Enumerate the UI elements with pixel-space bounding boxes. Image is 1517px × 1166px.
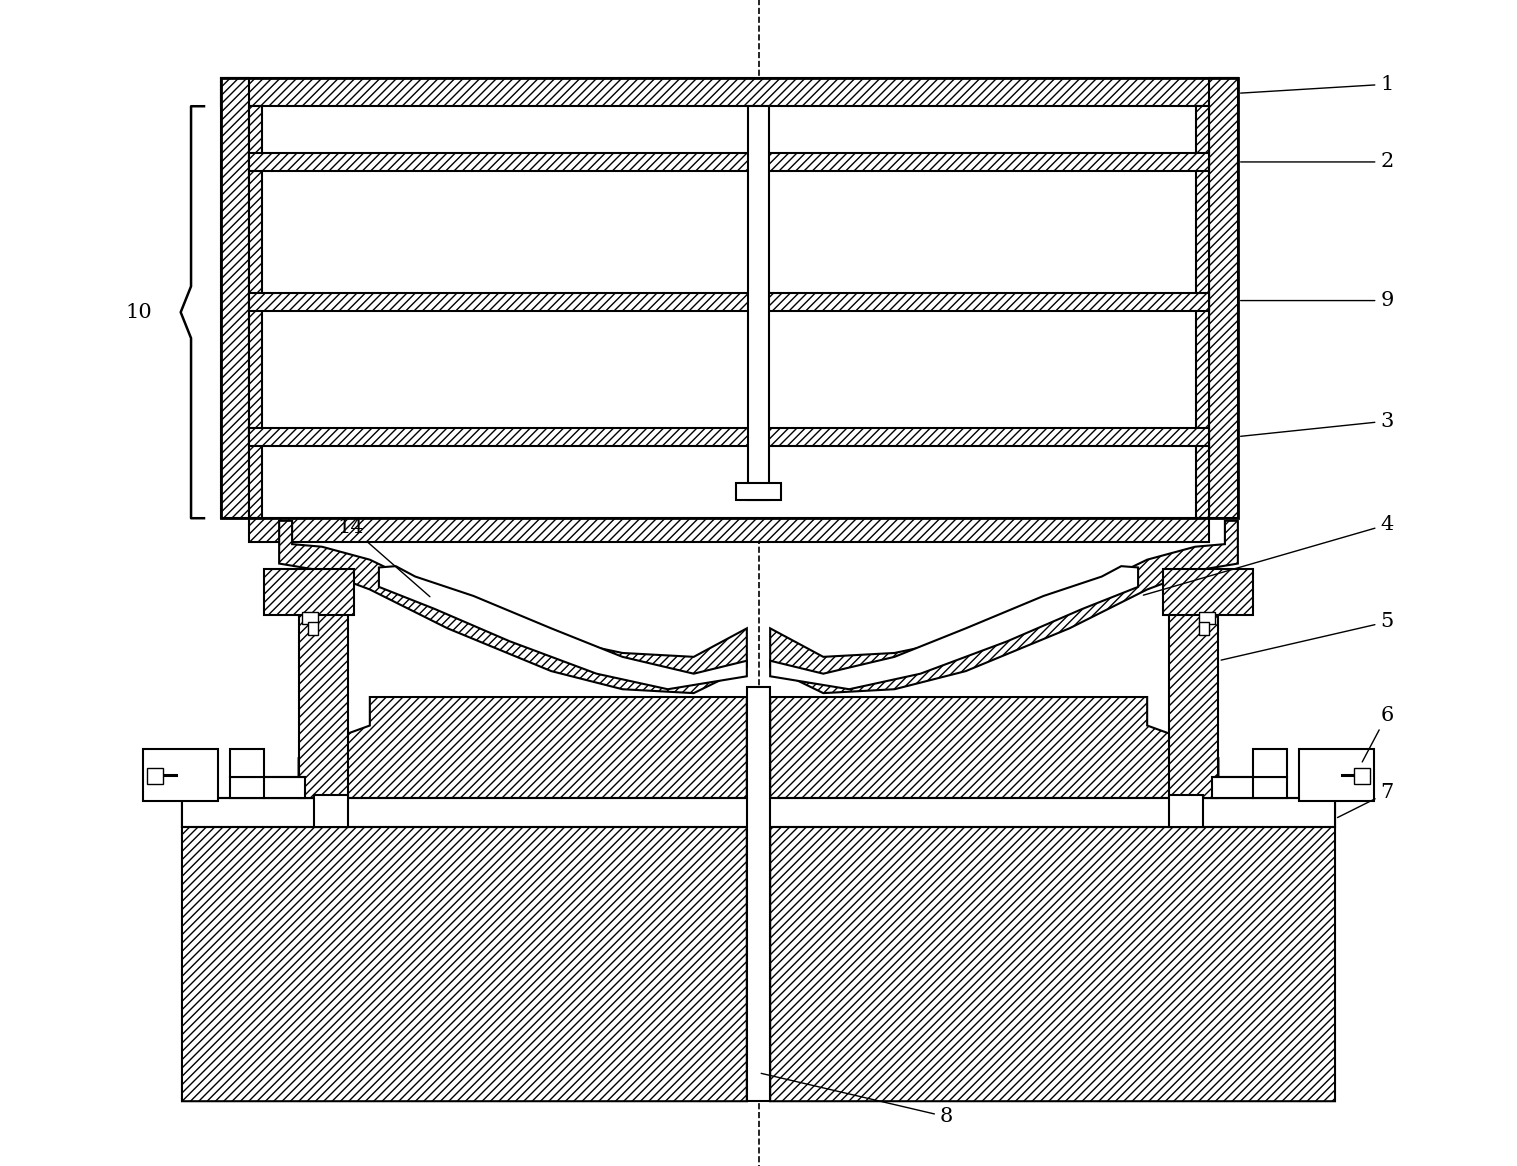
Text: 5: 5 bbox=[1221, 612, 1394, 660]
Bar bbox=[231, 749, 264, 778]
Polygon shape bbox=[771, 521, 1238, 693]
Bar bbox=[147, 768, 162, 784]
Bar bbox=[299, 606, 347, 798]
Polygon shape bbox=[771, 567, 1138, 689]
Bar bbox=[736, 483, 781, 500]
Bar bbox=[1170, 795, 1203, 827]
Bar bbox=[221, 78, 1238, 518]
Polygon shape bbox=[182, 697, 746, 1101]
Bar bbox=[249, 106, 262, 518]
Bar bbox=[1162, 569, 1253, 616]
Bar bbox=[1198, 611, 1215, 625]
Polygon shape bbox=[379, 567, 746, 689]
Text: 6: 6 bbox=[1362, 705, 1394, 761]
Bar bbox=[231, 778, 305, 798]
Text: 7: 7 bbox=[1338, 784, 1394, 817]
Bar bbox=[1209, 78, 1238, 518]
Bar bbox=[249, 293, 1209, 311]
Text: 8: 8 bbox=[762, 1074, 953, 1126]
Bar bbox=[314, 795, 347, 827]
Bar bbox=[1197, 106, 1209, 518]
Text: 9: 9 bbox=[1241, 292, 1394, 310]
Bar bbox=[302, 611, 319, 625]
Polygon shape bbox=[771, 697, 1335, 1101]
Bar bbox=[249, 153, 1209, 171]
Text: 10: 10 bbox=[126, 303, 153, 322]
Bar bbox=[1253, 749, 1286, 778]
Bar bbox=[308, 621, 319, 634]
Bar bbox=[262, 106, 1197, 518]
Bar bbox=[221, 78, 249, 518]
Text: 4: 4 bbox=[1144, 515, 1394, 595]
Bar bbox=[143, 749, 218, 801]
Bar bbox=[182, 798, 1335, 827]
Bar bbox=[221, 78, 1238, 106]
Text: 14: 14 bbox=[337, 518, 429, 597]
Bar bbox=[264, 569, 355, 616]
Bar bbox=[249, 518, 1209, 541]
Bar bbox=[1170, 606, 1218, 798]
Bar bbox=[1198, 621, 1209, 634]
Bar bbox=[249, 428, 1209, 445]
Bar bbox=[1299, 749, 1374, 801]
Polygon shape bbox=[279, 521, 746, 693]
Text: 1: 1 bbox=[1241, 75, 1394, 93]
Text: 2: 2 bbox=[1241, 153, 1394, 171]
Bar bbox=[1212, 778, 1286, 798]
Bar bbox=[746, 687, 771, 1101]
Text: 3: 3 bbox=[1241, 412, 1394, 436]
Bar bbox=[748, 106, 769, 500]
Bar bbox=[1355, 768, 1370, 784]
